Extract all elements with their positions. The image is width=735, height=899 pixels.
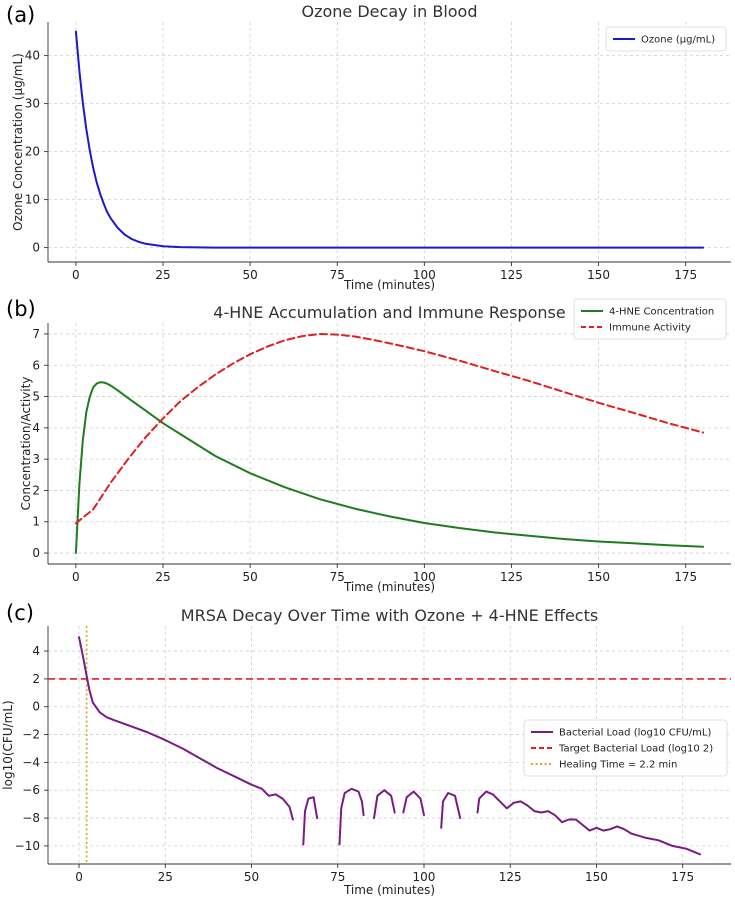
series-line: [338, 787, 365, 846]
series-line: [476, 790, 701, 856]
y-tick-label: −10: [15, 839, 40, 853]
legend: Bacterial Load (log10 CFU/mL) Target Bact…: [523, 719, 728, 777]
series-line: [373, 789, 396, 820]
x-tick-label: 0: [72, 570, 80, 584]
plot-area: [74, 30, 705, 249]
series-line: [74, 30, 705, 249]
x-tick-label: 100: [413, 570, 436, 584]
x-tick-label: 0: [72, 268, 80, 282]
y-tick-label: 10: [25, 193, 40, 207]
x-axis-label: Time (minutes): [343, 580, 435, 594]
x-tick-label: 100: [413, 870, 436, 884]
x-tick-label: 100: [413, 268, 436, 282]
x-tick-label: 125: [499, 870, 522, 884]
x-tick-label: 25: [158, 870, 173, 884]
y-tick-label: 7: [32, 327, 40, 341]
legend: 4-HNE Concentration Immune Activity: [573, 298, 727, 340]
chart-title: MRSA Decay Over Time with Ozone + 4-HNE …: [181, 606, 598, 625]
x-tick-label: 150: [587, 268, 610, 282]
legend-label: Target Bacterial Load (log10 2): [558, 744, 713, 755]
legend-label: Ozone (µg/mL): [641, 35, 715, 46]
y-tick-label: −4: [22, 755, 40, 769]
y-tick-label: 6: [32, 358, 40, 372]
chart-title: Ozone Decay in Blood: [302, 2, 478, 21]
chart-title: 4-HNE Accumulation and Immune Response: [213, 303, 565, 322]
y-tick-label: 40: [25, 49, 40, 63]
y-tick-label: 4: [32, 644, 40, 658]
y-tick-label: 0: [32, 546, 40, 560]
y-tick-label: 3: [32, 452, 40, 466]
y-tick-label: 2: [32, 483, 40, 497]
y-tick-label: −2: [22, 728, 40, 742]
panel-a: 0 25 50 75 100 125 150 175 0 10 20 30 40 (a) Ozone Dec…: [6, 2, 731, 292]
y-tick-label: 30: [25, 97, 40, 111]
legend: Ozone (µg/mL): [605, 26, 727, 52]
x-tick-label: 50: [244, 870, 259, 884]
x-tick-label: 50: [242, 570, 257, 584]
y-tick-label: 20: [25, 145, 40, 159]
y-axis-label: Concentration/Activity: [19, 377, 33, 511]
plot-area: [74, 333, 705, 554]
x-tick-label: 0: [75, 870, 83, 884]
y-axis-label: Ozone Concentration (µg/mL): [11, 53, 25, 231]
x-tick-label: 175: [671, 870, 694, 884]
plot-area: [48, 626, 731, 864]
y-tick-label: −8: [22, 811, 40, 825]
panel-label: (a): [6, 3, 35, 27]
series-line: [302, 796, 319, 846]
x-tick-label: 150: [587, 570, 610, 584]
series-line: [440, 792, 462, 829]
legend-label: Healing Time = 2.2 min: [559, 760, 677, 771]
x-tick-label: 25: [155, 268, 170, 282]
x-tick-label: 175: [674, 268, 697, 282]
legend-label: Immune Activity: [609, 323, 691, 334]
x-tick-label: 50: [242, 268, 257, 282]
x-axis-label: Time (minutes): [343, 883, 435, 897]
panel-b: 0 25 50 75 100 125 150 175 0 1 2 3 4 5 6 7 (b) 4-HNE Accu…: [6, 297, 731, 594]
y-tick-label: 2: [32, 672, 40, 686]
legend-label: Bacterial Load (log10 CFU/mL): [559, 728, 711, 739]
y-axis-label: log10(CFU/mL): [1, 700, 15, 789]
x-tick-label: 75: [330, 570, 345, 584]
x-tick-label: 175: [674, 570, 697, 584]
series-line: [74, 333, 705, 525]
legend-frame: [605, 26, 727, 52]
x-tick-label: 75: [330, 870, 345, 884]
legend-frame: [573, 298, 727, 340]
grid: [48, 626, 731, 864]
series-line: [78, 636, 294, 821]
x-tick-label: 25: [155, 570, 170, 584]
y-tick-label: −6: [22, 783, 40, 797]
series-line: [74, 381, 705, 554]
grid: [48, 22, 731, 262]
x-tick-label: 125: [500, 268, 523, 282]
legend-frame: [523, 719, 728, 777]
x-tick-label: 75: [330, 268, 345, 282]
y-tick-label: 0: [32, 700, 40, 714]
grid: [48, 323, 731, 564]
y-tick-label: 4: [32, 421, 40, 435]
series-line: [402, 790, 425, 817]
x-tick-label: 125: [500, 570, 523, 584]
panel-label: (b): [6, 297, 36, 321]
y-tick-label: 5: [32, 390, 40, 404]
x-tick-label: 150: [585, 870, 608, 884]
panel-label: (c): [6, 601, 34, 625]
legend-label: 4-HNE Concentration: [609, 307, 714, 318]
y-tick-label: 1: [32, 515, 40, 529]
y-tick-label: 0: [32, 241, 40, 255]
x-axis-label: Time (minutes): [343, 278, 435, 292]
panel-c: 0 25 50 75 100 125 150 175 4 2 0 −2 −4 −6 −8 −10 (c) MRSA…: [1, 601, 731, 897]
